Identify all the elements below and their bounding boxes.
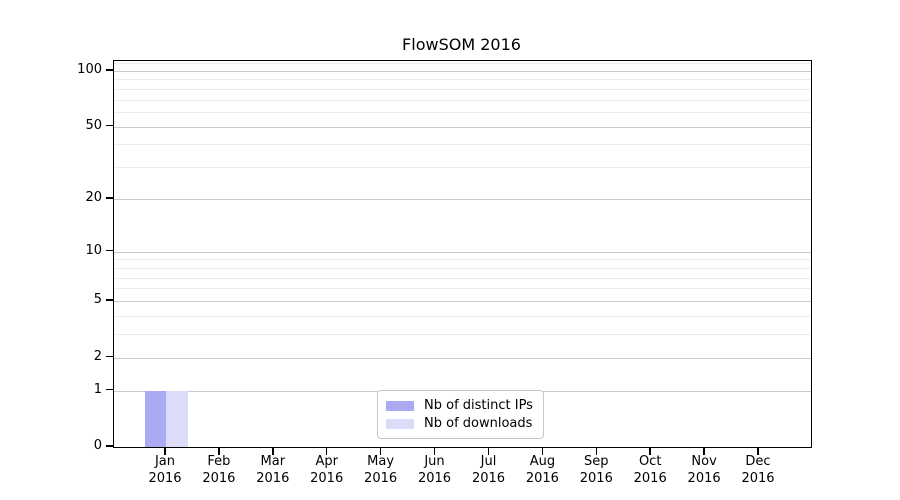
x-tick-year: 2016: [741, 470, 775, 486]
legend-label: Nb of distinct IPs: [424, 398, 533, 413]
x-tick: [487, 447, 490, 455]
y-tick: [106, 388, 113, 391]
x-tick-label: Feb 2016: [187, 454, 251, 487]
x-tick-label: Nov 2016: [672, 454, 736, 487]
x-tick-year: 2016: [417, 470, 452, 486]
chart-title: FlowSOM 2016: [402, 35, 521, 54]
y-tick: [106, 355, 113, 358]
x-tick: [218, 447, 220, 455]
legend-label: Nb of downloads: [424, 416, 533, 431]
bars-layer: [114, 61, 811, 447]
gridline-major: [114, 126, 811, 128]
x-tick-label: Aug 2016: [510, 454, 574, 487]
gridline-minor: [114, 144, 811, 146]
x-tick-month: May: [367, 454, 395, 469]
x-tick-year: 2016: [256, 470, 290, 486]
x-tick-year: 2016: [633, 470, 667, 486]
gridline-major: [114, 70, 811, 72]
bar-distinct-ips: [144, 390, 166, 447]
x-tick-month: Jun: [424, 454, 445, 469]
y-tick-label: 1: [93, 381, 102, 397]
x-tick-label: Jun 2016: [403, 454, 467, 487]
x-tick: [325, 447, 328, 455]
plot-area: [113, 60, 812, 448]
x-tick-year: 2016: [687, 470, 721, 486]
x-tick-month: Dec: [745, 454, 771, 469]
y-tick: [106, 445, 113, 447]
gridline-minor: [114, 112, 811, 113]
x-tick-year: 2016: [471, 470, 506, 486]
x-tick: [757, 447, 759, 455]
x-tick-label: Oct 2016: [618, 454, 682, 487]
gridline-minor: [114, 315, 811, 317]
gridline-minor: [114, 259, 811, 261]
x-tick: [595, 447, 598, 455]
x-tick-month: Jul: [480, 454, 497, 469]
x-tick-year: 2016: [148, 470, 182, 486]
x-tick-month: Aug: [529, 454, 556, 469]
x-tick-month: Mar: [260, 454, 286, 469]
y-tick-label: 10: [85, 242, 102, 258]
gridline-minor: [114, 277, 811, 279]
x-tick: [379, 447, 382, 455]
y-tick: [106, 249, 113, 252]
legend-row: Nb of distinct IPs: [386, 398, 533, 413]
x-tick: [164, 447, 166, 455]
legend-swatch: [386, 400, 414, 411]
gridline-major: [114, 198, 811, 200]
y-tick-label: 100: [77, 61, 102, 77]
x-tick-year: 2016: [364, 470, 398, 486]
gridline-minor: [114, 267, 811, 269]
y-tick-label: 50: [85, 117, 102, 133]
x-tick: [272, 447, 274, 455]
gridline-minor: [114, 334, 811, 335]
x-tick-label: Apr 2016: [295, 454, 359, 487]
legend-row: Nb of downloads: [386, 416, 533, 431]
x-tick-month: Apr: [315, 454, 338, 469]
x-tick-year: 2016: [310, 470, 344, 486]
x-tick: [649, 447, 651, 455]
y-tick: [106, 197, 113, 199]
bar-downloads: [166, 390, 188, 447]
gridline-major: [114, 251, 811, 253]
x-tick-label: Dec 2016: [726, 454, 790, 487]
y-tick-label: 5: [93, 292, 102, 307]
gridline-minor: [114, 167, 811, 169]
gridline-minor: [114, 88, 811, 90]
y-tick: [106, 69, 113, 71]
gridline-major: [114, 301, 811, 302]
x-tick-month: Sep: [584, 454, 609, 469]
x-tick-year: 2016: [202, 470, 236, 486]
x-tick-label: Jan 2016: [133, 454, 197, 487]
x-tick: [433, 447, 436, 455]
y-tick-label: 20: [85, 189, 102, 205]
x-tick-month: Oct: [638, 454, 662, 469]
gridline-minor: [114, 99, 811, 101]
x-tick: [541, 447, 544, 455]
gridline-minor: [114, 79, 811, 81]
x-tick-label: Mar 2016: [241, 454, 305, 487]
y-tick: [106, 299, 113, 301]
x-tick-label: May 2016: [349, 454, 413, 487]
x-tick-label: Sep 2016: [564, 454, 628, 487]
x-tick-month: Feb: [207, 454, 231, 469]
x-tick-label: Jul 2016: [457, 454, 521, 487]
gridline-major: [114, 357, 811, 359]
x-tick-year: 2016: [525, 470, 559, 486]
legend: Nb of distinct IPs Nb of downloads: [377, 390, 544, 439]
gridline-minor: [114, 63, 811, 65]
y-tick-label: 2: [93, 348, 102, 364]
y-tick: [106, 124, 113, 127]
legend-swatch: [386, 418, 414, 429]
y-tick-label: 0: [93, 438, 102, 453]
x-tick-month: Nov: [691, 454, 717, 469]
x-tick-year: 2016: [579, 470, 613, 486]
gridline-minor: [114, 288, 811, 290]
x-tick: [703, 447, 705, 455]
x-tick-month: Jan: [154, 454, 176, 469]
